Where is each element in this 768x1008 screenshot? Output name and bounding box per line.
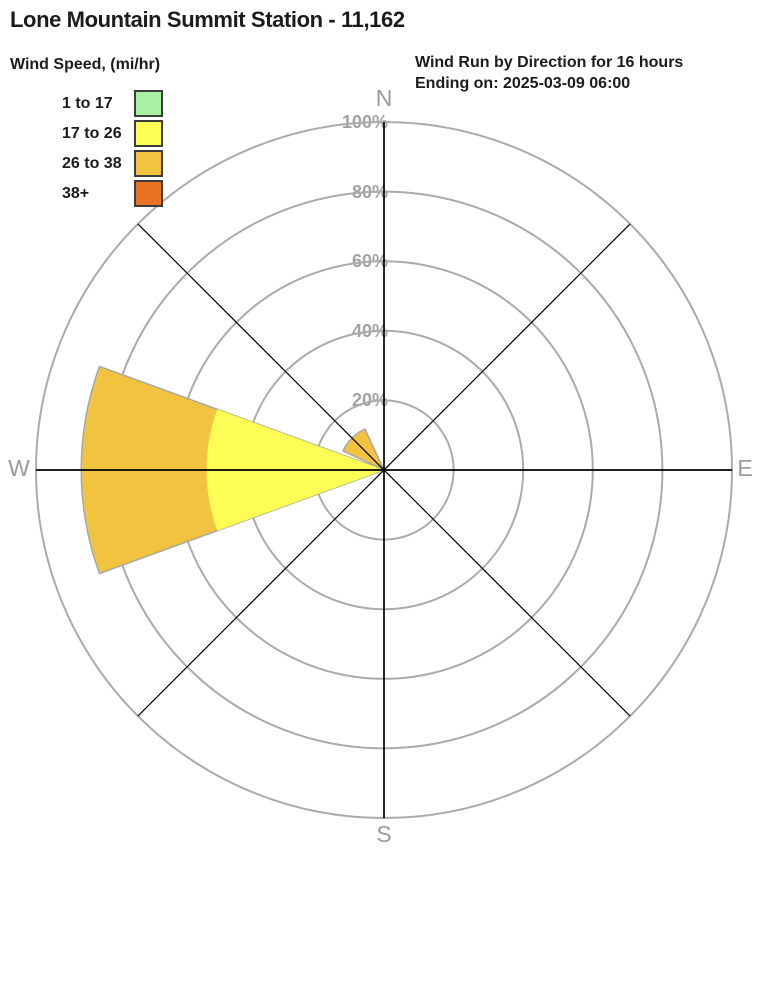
grid-ring-80 <box>104 190 664 750</box>
legend-swatch <box>134 90 163 117</box>
diagonal-axis <box>137 223 631 717</box>
grid-ring-20 <box>313 399 455 541</box>
legend-item: 38+ <box>0 180 220 207</box>
ring-tick-label-60: 60% <box>351 251 388 271</box>
cardinal-label-north: N <box>375 85 393 111</box>
wind-sector-W-bin-1 <box>206 409 384 531</box>
legend-swatch <box>134 180 163 207</box>
ring-tick-label-40: 40% <box>351 321 388 341</box>
cardinal-label-south: S <box>376 821 392 847</box>
page-title: Lone Mountain Summit Station - 11,162 <box>10 7 405 32</box>
chart-subtitle-line2: Ending on: 2025-03-09 06:00 <box>415 75 631 92</box>
grid-ring-40 <box>243 329 525 611</box>
legend-item-label: 17 to 26 <box>62 124 122 142</box>
legend-item-label: 1 to 17 <box>62 94 113 112</box>
legend-item: 17 to 26 <box>0 120 220 147</box>
legend-title: Wind Speed, (mi/hr) <box>10 56 161 73</box>
diagonal-axis <box>137 223 631 717</box>
chart-subtitle-line1: Wind Run by Direction for 16 hours <box>415 54 684 71</box>
legend-swatch <box>134 120 163 147</box>
chart-subtitle: Wind Run by Direction for 16 hours Endin… <box>415 52 683 94</box>
ring-tick-label-80: 80% <box>351 182 388 202</box>
ring-tick-label-20: 20% <box>351 390 388 410</box>
grid-ring-100 <box>35 121 733 819</box>
cardinal-label-east: E <box>737 455 753 481</box>
wind-sector-NW-bin-1 <box>342 428 386 472</box>
legend-swatch <box>134 150 163 177</box>
legend-item: 26 to 38 <box>0 150 220 177</box>
legend-item-label: 26 to 38 <box>62 154 122 172</box>
legend-item-label: 38+ <box>62 184 90 202</box>
wind-speed-legend: 1 to 17 17 to 26 26 to 38 38+ <box>0 90 220 210</box>
ring-tick-label-100: 100% <box>341 112 388 132</box>
legend-item: 1 to 17 <box>0 90 220 117</box>
cardinal-label-west: W <box>8 455 30 481</box>
